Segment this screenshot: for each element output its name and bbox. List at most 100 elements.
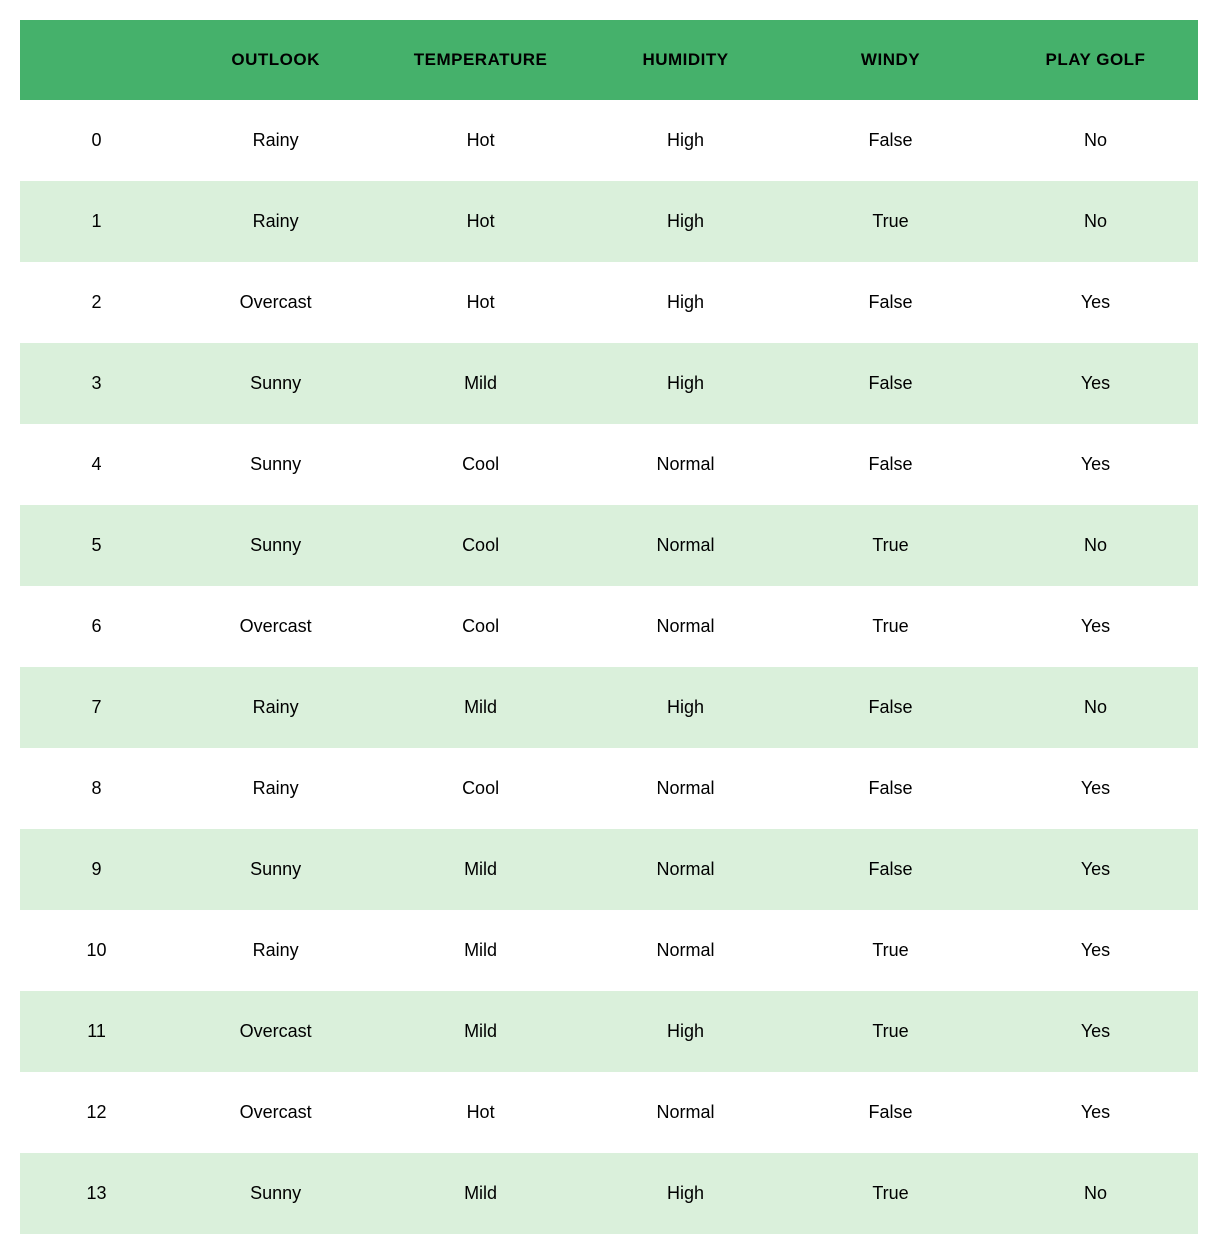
table-cell: Hot	[378, 1072, 583, 1153]
table-cell: Overcast	[173, 586, 378, 667]
table-cell: Yes	[993, 829, 1198, 910]
table-cell: High	[583, 262, 788, 343]
table-cell: Cool	[378, 424, 583, 505]
table-cell: Mild	[378, 829, 583, 910]
table-row: 11OvercastMildHighTrueYes	[20, 991, 1198, 1072]
table-cell: Yes	[993, 748, 1198, 829]
table-cell: Normal	[583, 505, 788, 586]
table-cell: False	[788, 343, 993, 424]
table-cell: True	[788, 181, 993, 262]
table-cell: 4	[20, 424, 173, 505]
table-cell: Cool	[378, 748, 583, 829]
table-row: 10RainyMildNormalTrueYes	[20, 910, 1198, 991]
table-cell: Overcast	[173, 991, 378, 1072]
table-cell: High	[583, 991, 788, 1072]
header-temperature: TEMPERATURE	[378, 20, 583, 100]
table-cell: Yes	[993, 424, 1198, 505]
table-cell: Cool	[378, 586, 583, 667]
table-cell: False	[788, 100, 993, 181]
table-cell: False	[788, 748, 993, 829]
table-cell: Mild	[378, 343, 583, 424]
table-cell: Normal	[583, 910, 788, 991]
table-cell: Sunny	[173, 829, 378, 910]
table-cell: 7	[20, 667, 173, 748]
table-cell: Overcast	[173, 1072, 378, 1153]
table-cell: Yes	[993, 991, 1198, 1072]
table-cell: True	[788, 505, 993, 586]
table-cell: Yes	[993, 262, 1198, 343]
table-cell: Yes	[993, 1072, 1198, 1153]
table-cell: Overcast	[173, 262, 378, 343]
table-row: 5SunnyCoolNormalTrueNo	[20, 505, 1198, 586]
table-cell: Mild	[378, 991, 583, 1072]
table-cell: Yes	[993, 910, 1198, 991]
table-cell: 10	[20, 910, 173, 991]
table-cell: Sunny	[173, 424, 378, 505]
table-cell: 12	[20, 1072, 173, 1153]
table-cell: No	[993, 505, 1198, 586]
table-cell: True	[788, 910, 993, 991]
table-body: 0RainyHotHighFalseNo1RainyHotHighTrueNo2…	[20, 100, 1198, 1234]
table-cell: False	[788, 829, 993, 910]
table-row: 9SunnyMildNormalFalseYes	[20, 829, 1198, 910]
table-cell: 5	[20, 505, 173, 586]
table-cell: 3	[20, 343, 173, 424]
header-row: OUTLOOK TEMPERATURE HUMIDITY WINDY PLAY …	[20, 20, 1198, 100]
table-cell: Rainy	[173, 748, 378, 829]
table-cell: 2	[20, 262, 173, 343]
table-cell: Rainy	[173, 910, 378, 991]
table-cell: Mild	[378, 910, 583, 991]
table-cell: No	[993, 181, 1198, 262]
table-row: 2OvercastHotHighFalseYes	[20, 262, 1198, 343]
table-header: OUTLOOK TEMPERATURE HUMIDITY WINDY PLAY …	[20, 20, 1198, 100]
table-row: 1RainyHotHighTrueNo	[20, 181, 1198, 262]
table-row: 4SunnyCoolNormalFalseYes	[20, 424, 1198, 505]
table-cell: Hot	[378, 100, 583, 181]
table-cell: Normal	[583, 748, 788, 829]
table-cell: 9	[20, 829, 173, 910]
table-cell: Normal	[583, 586, 788, 667]
table-cell: Yes	[993, 343, 1198, 424]
header-humidity: HUMIDITY	[583, 20, 788, 100]
table-cell: False	[788, 262, 993, 343]
header-windy: WINDY	[788, 20, 993, 100]
table-cell: No	[993, 667, 1198, 748]
table-cell: High	[583, 100, 788, 181]
table-cell: True	[788, 586, 993, 667]
table-cell: 8	[20, 748, 173, 829]
table-row: 0RainyHotHighFalseNo	[20, 100, 1198, 181]
table-cell: Hot	[378, 262, 583, 343]
table-cell: Cool	[378, 505, 583, 586]
table-cell: Yes	[993, 586, 1198, 667]
table-cell: Sunny	[173, 505, 378, 586]
header-playgolf: PLAY GOLF	[993, 20, 1198, 100]
table-row: 8RainyCoolNormalFalseYes	[20, 748, 1198, 829]
table-cell: 11	[20, 991, 173, 1072]
golf-data-table: OUTLOOK TEMPERATURE HUMIDITY WINDY PLAY …	[20, 20, 1198, 1234]
table-cell: False	[788, 1072, 993, 1153]
table-cell: Hot	[378, 181, 583, 262]
table-row: 7RainyMildHighFalseNo	[20, 667, 1198, 748]
table-cell: Sunny	[173, 343, 378, 424]
table-cell: 0	[20, 100, 173, 181]
table-row: 6OvercastCoolNormalTrueYes	[20, 586, 1198, 667]
table-cell: True	[788, 991, 993, 1072]
table-row: 3SunnyMildHighFalseYes	[20, 343, 1198, 424]
table-cell: 6	[20, 586, 173, 667]
table-row: 12OvercastHotNormalFalseYes	[20, 1072, 1198, 1153]
table-cell: High	[583, 343, 788, 424]
table-cell: Rainy	[173, 181, 378, 262]
table-cell: No	[993, 100, 1198, 181]
table-cell: Normal	[583, 1072, 788, 1153]
header-outlook: OUTLOOK	[173, 20, 378, 100]
table-cell: False	[788, 667, 993, 748]
table-cell: Rainy	[173, 667, 378, 748]
table-cell: Normal	[583, 829, 788, 910]
table-cell: High	[583, 181, 788, 262]
table-cell: Mild	[378, 667, 583, 748]
header-index	[20, 20, 173, 100]
table-cell: Normal	[583, 424, 788, 505]
table-cell: High	[583, 667, 788, 748]
table-cell: Rainy	[173, 100, 378, 181]
table-cell: False	[788, 424, 993, 505]
